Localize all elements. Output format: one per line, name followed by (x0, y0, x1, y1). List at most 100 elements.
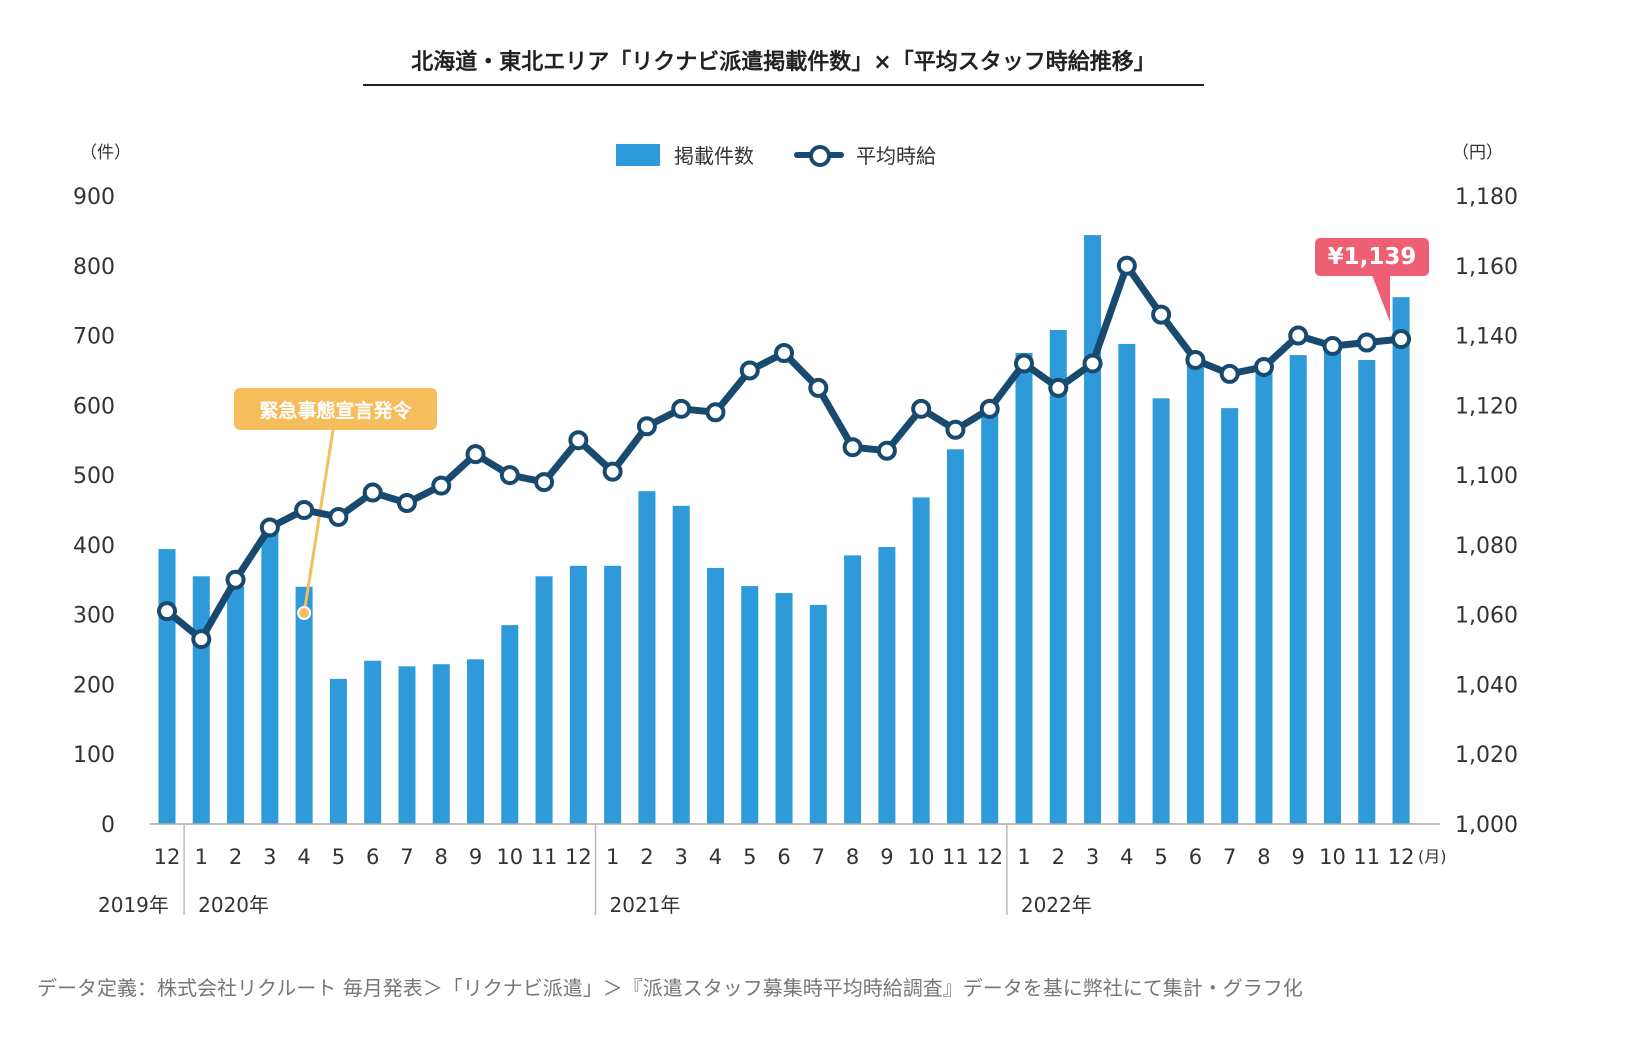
legend-bar-swatch (616, 143, 660, 166)
bar (878, 546, 896, 824)
right-tick-label: 1,040 (1455, 673, 1518, 698)
legend: 掲載件数 平均時給 (616, 140, 936, 169)
annotation-latest-wage: ¥1,139 (1315, 238, 1429, 276)
month-label: 10 (908, 845, 935, 869)
bar (329, 678, 347, 824)
left-tick-label: 800 (73, 255, 115, 280)
wage-point (1151, 304, 1172, 325)
wage-point (1116, 255, 1137, 276)
wage-point (191, 629, 212, 650)
right-tick-label: 1,160 (1455, 255, 1518, 280)
month-label: 11 (1353, 845, 1380, 869)
month-label: 11 (531, 845, 558, 869)
wage-point (1219, 363, 1240, 384)
bar (1186, 363, 1204, 824)
bar (227, 586, 245, 824)
chart-title: 北海道・東北エリア「リクナビ派遣掲載件数」×「平均スタッフ時給推移」 (363, 44, 1204, 86)
right-tick-label: 1,000 (1455, 813, 1518, 838)
wage-point (671, 398, 692, 419)
month-label: 1 (1017, 845, 1030, 869)
bar (1015, 353, 1033, 824)
month-label: 1 (195, 845, 208, 869)
month-label: 2 (1052, 845, 1065, 869)
annotation-pointer-line (302, 429, 335, 614)
wage-point (157, 601, 177, 622)
wage-point (842, 437, 863, 458)
bar (844, 555, 862, 824)
month-label: 4 (1120, 845, 1133, 869)
wage-point (568, 430, 589, 451)
left-tick-label: 500 (73, 464, 115, 489)
bar (638, 491, 656, 824)
month-label: 9 (469, 845, 482, 869)
bar (1221, 408, 1239, 824)
left-tick-label: 900 (73, 185, 115, 210)
month-label: 3 (1086, 845, 1099, 869)
month-label: 5 (332, 845, 345, 869)
right-tick-label: 1,100 (1455, 464, 1518, 489)
month-label: 12 (1388, 845, 1415, 869)
wage-point (739, 360, 760, 381)
year-label: 2022年 (1021, 893, 1092, 917)
month-label: 6 (1189, 845, 1202, 869)
wage-point (294, 500, 315, 520)
wage-point (1185, 349, 1206, 370)
source-note: データ定義：株式会社リクルート 毎月発表＞「リクナビ派遣」＞『派遣スタッフ募集時… (37, 976, 1303, 1000)
annotation-pointer-dot (297, 606, 312, 620)
right-tick-label: 1,060 (1455, 604, 1518, 629)
wage-point (1288, 325, 1309, 346)
right-axis-unit: （円） (1452, 143, 1503, 163)
wage-point (705, 402, 726, 423)
month-label: 4 (297, 845, 310, 869)
legend-line-label: 平均時給 (856, 144, 936, 168)
month-label: 2 (640, 845, 653, 869)
month-label: 9 (1292, 845, 1305, 869)
wage-point (431, 475, 452, 496)
bar (1392, 297, 1410, 825)
bar (261, 530, 279, 824)
month-label: 3 (675, 845, 688, 869)
month-label: 2 (229, 845, 242, 869)
left-tick-label: 200 (73, 673, 115, 698)
left-axis-unit: （件） (80, 143, 131, 163)
right-tick-label: 1,120 (1455, 394, 1518, 419)
month-label: 3 (263, 845, 276, 869)
wage-point (1391, 329, 1412, 350)
bar (295, 586, 313, 824)
bar (1049, 329, 1067, 824)
wage-point (808, 377, 829, 398)
year-label: 2020年 (198, 893, 269, 917)
month-label: 5 (743, 845, 756, 869)
month-label: 6 (777, 845, 790, 869)
wage-point (1322, 336, 1343, 357)
wage-point (876, 440, 897, 461)
left-tick-label: 400 (73, 534, 115, 559)
wage-point (362, 482, 383, 503)
right-tick-label: 1,140 (1455, 325, 1518, 350)
legend-bar-label: 掲載件数 (674, 144, 754, 168)
month-label: 6 (366, 845, 379, 869)
bar (912, 497, 930, 824)
bar (981, 412, 999, 824)
left-tick-label: 700 (73, 325, 115, 350)
bar (809, 604, 827, 824)
bar (192, 576, 210, 824)
bar (569, 565, 587, 824)
wage-point (774, 343, 795, 363)
bar (535, 576, 553, 824)
month-label: 8 (1257, 845, 1270, 869)
wage-line (164, 262, 1402, 643)
left-tick-label: 0 (101, 813, 115, 838)
wage-point (1082, 353, 1103, 374)
bar (672, 505, 690, 824)
month-label: 10 (496, 845, 523, 869)
bar (775, 593, 793, 824)
month-label: 9 (880, 845, 893, 869)
legend-line-swatch (794, 144, 844, 167)
year-label: 2021年 (610, 893, 681, 917)
wage-point (534, 472, 555, 493)
month-label: 10 (1319, 845, 1346, 869)
month-label: 11 (942, 845, 969, 869)
bar (741, 586, 759, 824)
